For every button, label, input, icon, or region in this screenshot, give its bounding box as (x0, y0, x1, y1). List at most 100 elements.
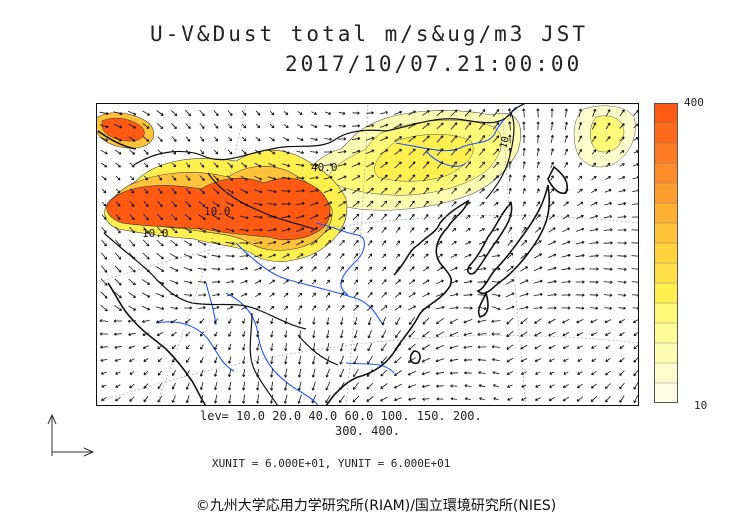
wind-vector (339, 381, 345, 391)
wind-vector (142, 319, 150, 323)
wind-vector (338, 226, 346, 233)
wind-vector (604, 188, 612, 193)
wind-vector (520, 266, 529, 272)
wind-vector (155, 279, 165, 285)
wind-vector (298, 317, 302, 325)
wind-vector (269, 123, 275, 129)
wind-vector (309, 188, 319, 193)
wind-vector (129, 162, 135, 168)
wind-vector (590, 214, 599, 219)
wind-vector (520, 358, 528, 363)
wind-vector (548, 240, 557, 246)
wind-vector (157, 149, 163, 155)
legend-color-cell (654, 222, 678, 244)
wind-vector (395, 330, 401, 338)
wind-vector (422, 174, 430, 182)
wind-vector (143, 136, 150, 142)
wind-vector (522, 134, 526, 144)
wind-vector (325, 381, 331, 391)
wind-vector (211, 241, 221, 246)
wind-vector (240, 188, 249, 194)
wind-vector (605, 122, 611, 130)
wind-vector (493, 188, 499, 194)
wind-vector (115, 162, 121, 168)
wind-vector (185, 331, 191, 337)
wind-vector (297, 279, 303, 285)
wind-vector (395, 240, 401, 246)
wind-vector (576, 332, 584, 337)
legend-min-label: 10 (694, 399, 708, 412)
wind-vector (228, 356, 232, 364)
wind-vector (213, 162, 219, 168)
wind-vector (576, 383, 583, 389)
wind-vector (185, 123, 191, 129)
wind-vector (463, 293, 473, 297)
wind-vector (240, 266, 249, 271)
wind-vector (142, 265, 150, 273)
wind-vector (339, 266, 345, 272)
wind-vector (493, 161, 500, 168)
legend-color-cell (654, 242, 678, 264)
wind-vector (242, 318, 246, 324)
wind-vector (520, 317, 528, 325)
wind-vector (550, 175, 554, 181)
wind-vector (256, 356, 260, 365)
wind-vector (255, 110, 261, 116)
wind-vector (619, 382, 625, 390)
wind-vector (282, 163, 291, 168)
wind-vector (171, 136, 177, 142)
wind-vector (127, 319, 137, 323)
wind-vector (156, 226, 164, 234)
wind-vector (381, 292, 387, 298)
wind-vector (381, 330, 387, 339)
wind-vector (519, 292, 529, 297)
wind-vector (435, 344, 445, 350)
wind-vector (534, 331, 542, 337)
contour-label: 10 (498, 135, 512, 149)
wind-vector (199, 109, 205, 117)
wind-vector (296, 240, 304, 246)
wind-vector (295, 189, 305, 193)
wind-vector (380, 369, 388, 377)
wind-vector (283, 394, 288, 404)
wind-vector (394, 292, 402, 298)
wind-vector (214, 331, 218, 337)
wind-vector (522, 174, 526, 182)
wind-vector (256, 368, 260, 378)
wind-vector (379, 149, 389, 155)
wind-vector (295, 214, 305, 219)
wind-vector (437, 174, 443, 182)
wind-vector (436, 135, 444, 143)
wind-vector (491, 332, 501, 336)
wind-vector (169, 293, 179, 298)
wind-vector (267, 189, 277, 194)
wind-vector (408, 279, 416, 285)
wind-vector (267, 202, 277, 206)
wind-vector (171, 344, 177, 350)
wind-vector (394, 343, 402, 351)
wind-vector (506, 317, 514, 325)
wind-vector (128, 278, 136, 286)
wind-vector (589, 293, 599, 297)
wind-vector (113, 319, 123, 323)
wind-vector (212, 188, 220, 194)
wind-vector (242, 381, 246, 391)
wind-vector (157, 395, 163, 403)
wind-vector (548, 358, 555, 362)
wind-vector (422, 279, 430, 285)
wind-vector (536, 188, 540, 194)
wind-vector (436, 266, 444, 272)
wind-vector (352, 382, 360, 390)
wind-vector (270, 318, 274, 325)
wind-vector (437, 214, 443, 220)
wind-vector (170, 110, 178, 117)
wind-vector (199, 318, 205, 324)
wind-vector (619, 332, 625, 336)
wind-vector (408, 330, 416, 338)
wind-vector (157, 213, 163, 221)
wind-vector (605, 136, 611, 142)
wind-vector (435, 371, 445, 375)
wind-vector (477, 280, 487, 284)
wind-vector (380, 111, 388, 115)
wind-vector (508, 187, 512, 194)
